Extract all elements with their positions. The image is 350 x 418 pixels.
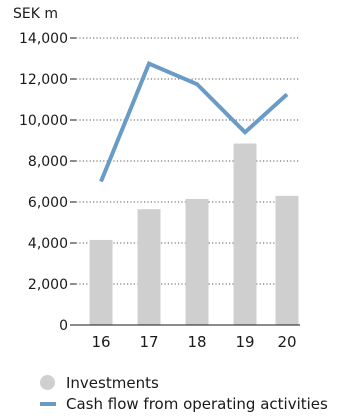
y-tick-label: 14,000 [19,31,68,47]
x-tick-label: 18 [187,333,206,351]
y-axis-unit-label: SEK m [13,6,59,22]
bar-investments [89,239,113,325]
line-series [99,60,289,183]
line-cash-flow [99,60,289,183]
legend: Investments Cash flow from operating act… [40,372,328,414]
y-tick-label: 0 [59,318,68,334]
bar-investments [233,143,257,325]
legend-item-investments: Investments [40,372,328,393]
y-tick-label: 2,000 [28,277,68,293]
legend-swatch-cash-flow [40,401,56,406]
x-tick-label: 20 [277,333,296,351]
y-tick-label: 10,000 [19,113,68,129]
x-tick-label: 19 [235,333,254,351]
legend-label-investments: Investments [66,373,159,392]
x-tick-label: 16 [91,333,110,351]
bar-investments [137,209,161,325]
y-tick-label: 6,000 [28,195,68,211]
legend-item-cash-flow: Cash flow from operating activities [40,393,328,414]
y-tick-label: 8,000 [28,154,68,170]
x-tick-label: 17 [139,333,158,351]
bar-series [89,143,299,325]
y-tick-label: 12,000 [19,72,68,88]
y-tick-label: 4,000 [28,236,68,252]
legend-swatch-investments [40,375,55,390]
y-axis: 0 2,000 4,000 6,000 8,000 10,000 12,000 14,000 [19,31,76,334]
x-axis: 16 17 18 19 20 [76,324,300,351]
legend-label-cash-flow: Cash flow from operating activities [66,394,328,413]
bar-investments [185,198,209,325]
bar-investments [275,195,299,325]
